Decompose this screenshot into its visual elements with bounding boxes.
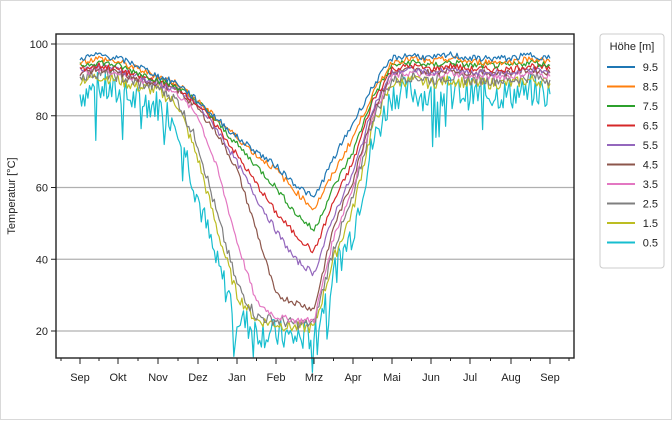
- y-tick-label: 40: [36, 254, 48, 266]
- legend-label: 8.5: [643, 82, 658, 94]
- x-tick-label: Mrz: [305, 372, 323, 384]
- x-tick-label: Jul: [463, 372, 477, 384]
- legend-items: 9.5 8.5 7.5 6.5 5.5 4.5 3.5 2.5 1.5 0.5: [607, 62, 658, 250]
- series-line-2-5: [79, 68, 551, 330]
- x-axis: Sep Okt Nov Dez Jan Feb Mrz Apr Mai Jun Jul Aug Sep: [60, 358, 570, 384]
- x-tick-label: Okt: [109, 372, 126, 384]
- plot-frame: [55, 33, 575, 359]
- y-tick-label: 100: [30, 39, 48, 51]
- legend-label: 9.5: [643, 62, 658, 74]
- y-tick-label: 20: [36, 326, 48, 338]
- data-series: [79, 51, 551, 373]
- y-tick-label: 80: [36, 111, 48, 123]
- legend-label: 1.5: [643, 218, 658, 230]
- legend-label: 3.5: [643, 179, 658, 191]
- x-tick-label: Sep: [540, 372, 560, 384]
- y-tick-label: 60: [36, 183, 48, 195]
- x-tick-label: Nov: [148, 372, 168, 384]
- legend-label: 6.5: [643, 121, 658, 133]
- y-axis: 20 40 60 80 100: [30, 39, 56, 338]
- legend-label: 5.5: [643, 140, 658, 152]
- legend: Höhe [m] 9.5 8.5 7.5 6.5 5.5 4.5 3.5 2.5 1.5 0.5: [599, 33, 665, 269]
- legend-label: 2.5: [643, 199, 658, 211]
- y-axis-title: Temperatur [°C]: [6, 157, 18, 234]
- x-tick-label: Dez: [188, 372, 208, 384]
- series-line-0-5: [79, 71, 551, 373]
- x-tick-label: Apr: [344, 372, 361, 384]
- legend-title: Höhe [m]: [610, 41, 655, 53]
- series-line-5-5: [79, 62, 551, 277]
- x-tick-label: Jun: [422, 372, 440, 384]
- x-tick-label: Mai: [383, 372, 401, 384]
- x-tick-label: Sep: [70, 372, 90, 384]
- series-line-1-5: [79, 72, 551, 334]
- series-line-4-5: [79, 65, 551, 312]
- legend-label: 7.5: [643, 101, 658, 113]
- legend-label: 0.5: [643, 238, 658, 250]
- legend-label: 4.5: [643, 160, 658, 172]
- x-tick-label: Aug: [501, 372, 521, 384]
- x-tick-label: Jan: [228, 372, 246, 384]
- series-line-9-5: [79, 51, 551, 198]
- legend-box: [599, 33, 665, 269]
- x-tick-label: Feb: [267, 372, 286, 384]
